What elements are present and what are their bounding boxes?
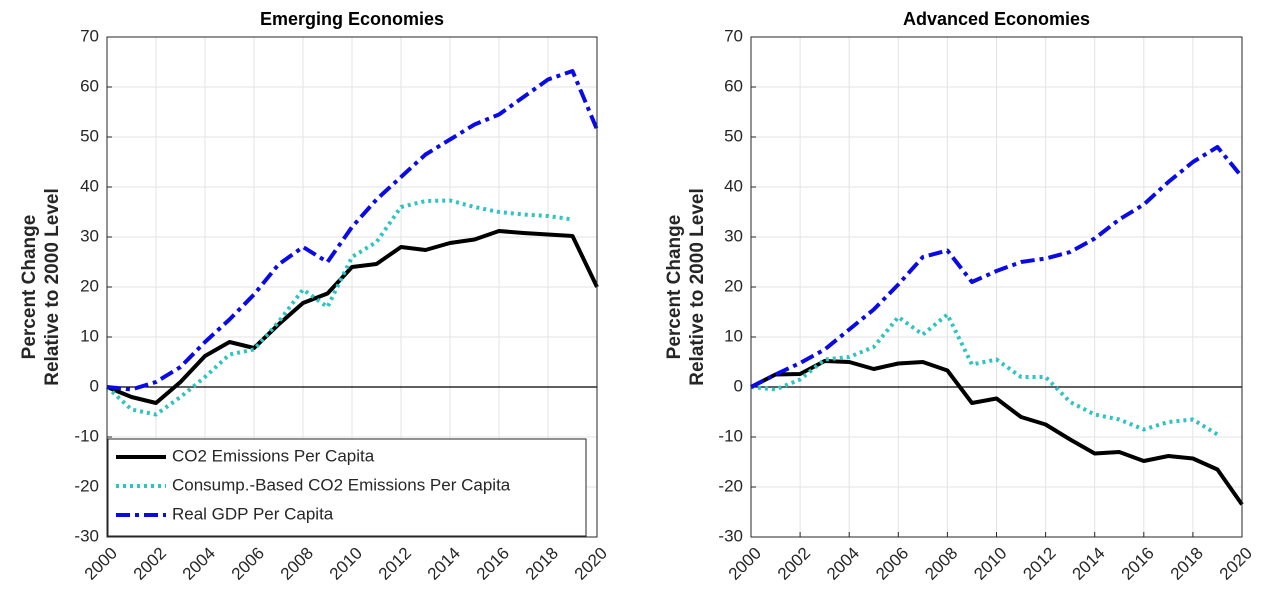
legend-box <box>107 438 587 537</box>
legend-label: Real GDP Per Capita <box>172 504 334 523</box>
y-tick-label: 60 <box>724 76 743 95</box>
x-tick-label: 2006 <box>872 544 912 584</box>
data-line <box>106 69 599 392</box>
x-tick-label: 2000 <box>725 544 765 584</box>
y-tick-label: -30 <box>74 526 99 545</box>
y-tick-label: 20 <box>724 276 743 295</box>
y-tick-label: 30 <box>724 226 743 245</box>
y-tick-label: 30 <box>80 226 99 245</box>
data-line <box>750 145 1244 389</box>
y-axis-label: Relative to 2000 Level <box>42 188 63 386</box>
y-tick-label: 10 <box>724 326 743 345</box>
x-tick-label: 2016 <box>1118 544 1158 584</box>
x-tick-label: 2010 <box>970 544 1010 584</box>
chart-title: Advanced Economies <box>903 9 1090 29</box>
x-tick-label: 2020 <box>571 544 611 584</box>
chart: Emerging Economies Percent Change Relative… <box>19 9 611 584</box>
x-tick-label: 2014 <box>424 544 464 584</box>
x-tick-label: 2012 <box>1019 544 1059 584</box>
data-line <box>750 359 1244 506</box>
plot-frame <box>750 36 1243 538</box>
y-tick-label: -20 <box>74 476 99 495</box>
y-axis-label: Percent Change <box>19 215 40 360</box>
y-tick-label: 20 <box>80 276 99 295</box>
y-tick-label: -10 <box>718 426 743 445</box>
legend-label: Consump.-Based CO2 Emissions Per Capita <box>172 475 511 494</box>
x-tick-label: 2020 <box>1216 544 1256 584</box>
y-tick-label: 0 <box>90 376 99 395</box>
x-tick-label: 2010 <box>326 544 366 584</box>
y-axis-label: Relative to 2000 Level <box>687 188 708 386</box>
y-tick-label: -30 <box>718 526 743 545</box>
y-tick-label: 60 <box>80 76 99 95</box>
y-tick-label: 0 <box>734 376 743 395</box>
y-axis-label: Percent Change <box>664 215 685 360</box>
y-tick-label: 40 <box>724 176 743 195</box>
y-tick-label: 50 <box>724 126 743 145</box>
chart-title: Emerging Economies <box>260 9 444 29</box>
x-tick-label: 2018 <box>522 544 562 584</box>
x-tick-label: 2004 <box>179 544 219 584</box>
x-tick-label: 2016 <box>473 544 513 584</box>
y-tick-label: -20 <box>718 476 743 495</box>
x-tick-label: 2014 <box>1069 544 1109 584</box>
y-tick-label: 40 <box>80 176 99 195</box>
x-tick-label: 2000 <box>81 544 121 584</box>
x-tick-label: 2008 <box>921 544 961 584</box>
x-tick-label: 2002 <box>130 544 170 584</box>
data-line <box>106 229 599 405</box>
y-tick-label: 50 <box>80 126 99 145</box>
y-tick-label: -10 <box>74 426 99 445</box>
plot-frame <box>106 36 598 538</box>
y-tick-label: 70 <box>80 26 99 45</box>
chart: Advanced Economies Percent Change Relative… <box>664 9 1256 584</box>
x-tick-label: 2018 <box>1167 544 1207 584</box>
data-line <box>750 312 1219 437</box>
y-tick-label: 70 <box>724 26 743 45</box>
x-tick-label: 2006 <box>228 544 268 584</box>
x-tick-label: 2004 <box>823 544 863 584</box>
y-tick-label: 10 <box>80 326 99 345</box>
x-tick-label: 2002 <box>774 544 814 584</box>
x-tick-label: 2012 <box>375 544 415 584</box>
x-tick-label: 2008 <box>277 544 317 584</box>
data-line <box>105 198 573 417</box>
legend-label: CO2 Emissions Per Capita <box>172 446 375 465</box>
